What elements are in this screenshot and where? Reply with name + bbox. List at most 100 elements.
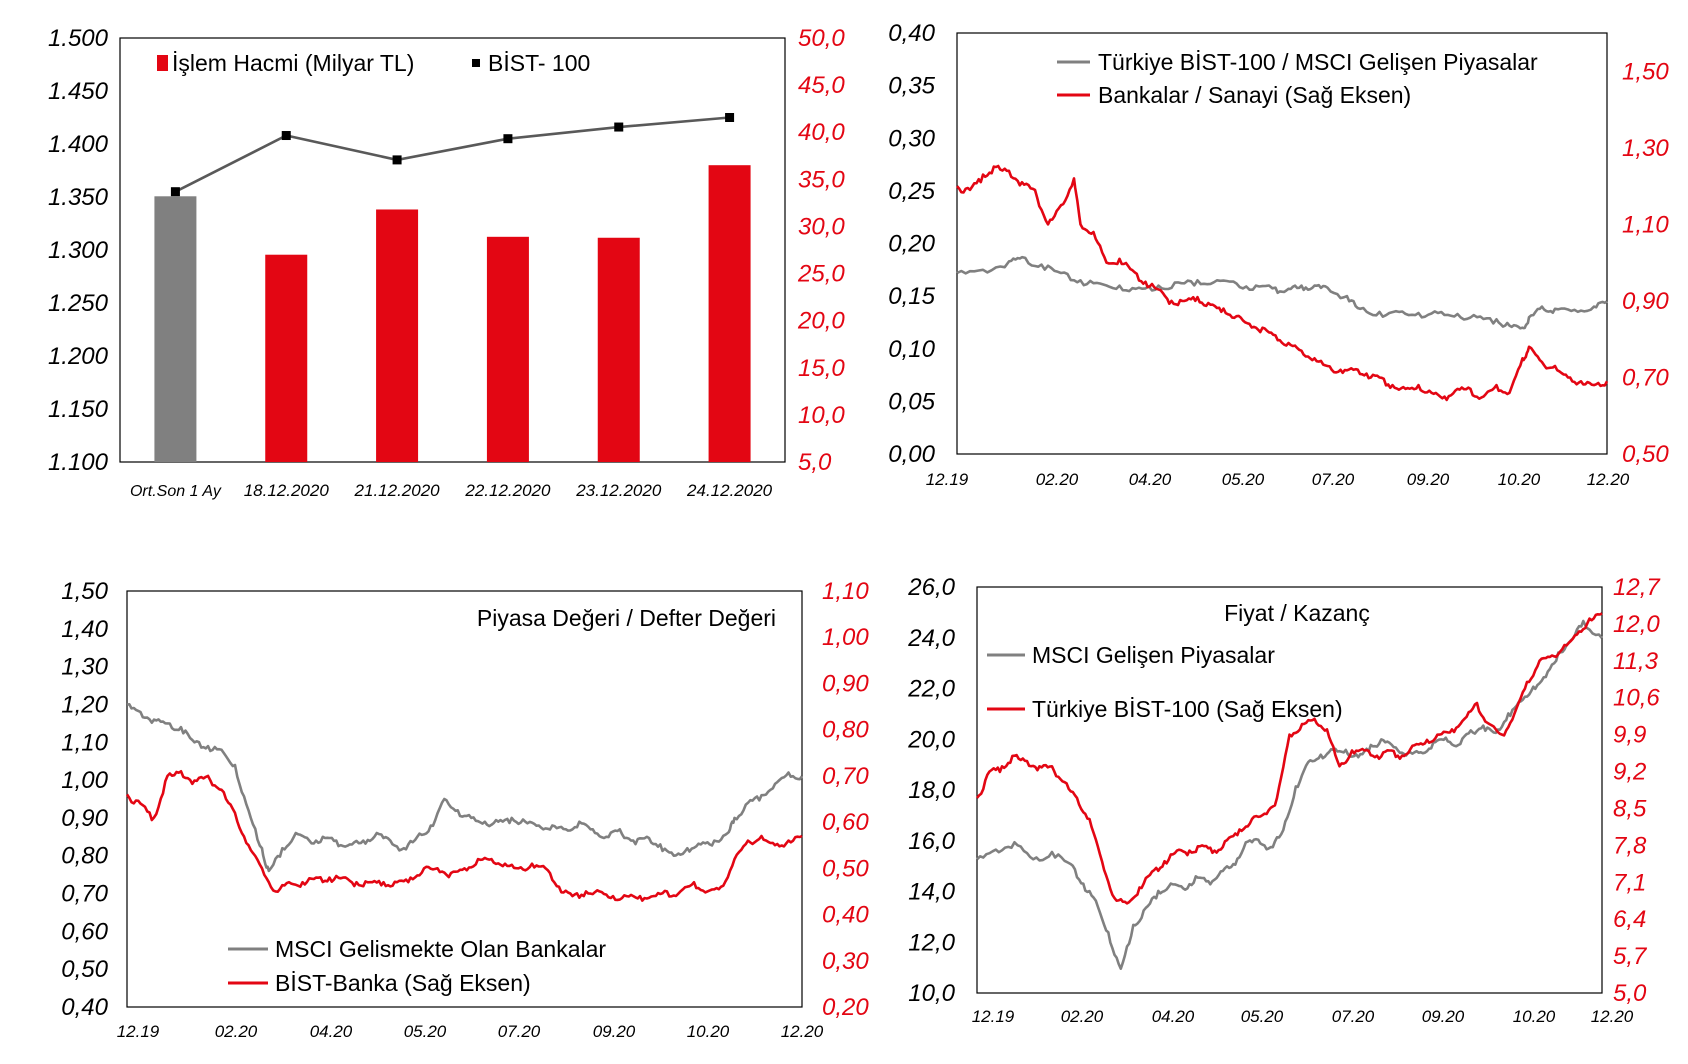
y-right-tick-label: 0,90 (822, 670, 869, 697)
y-right-tick-label: 8,5 (1613, 795, 1647, 822)
x-tick-label: 04.20 (310, 1022, 353, 1041)
chart-4-title: Fiyat / Kazanç (1224, 600, 1370, 626)
y-left-tick-label: 1.450 (48, 78, 109, 105)
y-left-tick-label: 0,50 (61, 956, 108, 983)
x-tick-label: Ort.Son 1 Ay (130, 483, 222, 500)
volume-bar (597, 237, 640, 462)
y-left-tick-label: 1,40 (61, 616, 108, 643)
y-right-tick-label: 0,50 (822, 855, 869, 882)
y-left-tick-label: 24,0 (907, 625, 955, 652)
series-line-gray (126, 702, 804, 873)
y-left-tick-label: 26,0 (907, 574, 955, 601)
legend-label-bist-msci: Türkiye BİST-100 / MSCI Gelişen Piyasala… (1098, 49, 1538, 75)
x-tick-label: 21.12.2020 (354, 481, 441, 500)
y-right-tick-label: 10,6 (1613, 685, 1660, 712)
y-left-tick-label: 12,0 (908, 929, 955, 956)
legend-marker-volume (157, 55, 168, 71)
y-right-tick-label: 7,8 (1613, 832, 1647, 859)
y-right-tick-label: 30,0 (798, 213, 845, 240)
y-left-tick-label: 0,35 (888, 73, 935, 100)
volume-bar (708, 165, 751, 462)
y-right-tick-label: 5,7 (1613, 943, 1648, 970)
x-tick-label: 12.19 (972, 1007, 1015, 1026)
y-right-tick-label: 6,4 (1613, 906, 1646, 933)
y-left-tick-label: 0,20 (888, 231, 935, 258)
y-right-tick-label: 0,20 (822, 994, 869, 1021)
x-tick-label: 12.19 (926, 470, 969, 489)
x-tick-label: 02.20 (215, 1022, 258, 1041)
legend-marker-bist100 (472, 59, 480, 67)
chart-3-title: Piyasa Değeri / Defter Değeri (477, 605, 776, 631)
y-left-tick-label: 10,0 (908, 980, 955, 1007)
y-right-tick-label: 9,9 (1613, 722, 1646, 749)
x-tick-label: 23.12.2020 (575, 481, 662, 500)
y-left-tick-label: 1.300 (48, 237, 109, 264)
chart-2: 0,00 0,05 0,10 0,15 0,20 0,25 0,30 0,35 0,40 0,5… (888, 20, 1669, 489)
x-tick-label: 05.20 (404, 1022, 447, 1041)
y-right-tick-label: 25,0 (797, 261, 845, 288)
x-tick-label: 12.20 (1587, 470, 1630, 489)
bist100-point (392, 155, 402, 165)
x-tick-label: 02.20 (1036, 470, 1079, 489)
y-right-tick-label: 0,40 (822, 902, 869, 929)
x-tick-label: 22.12.2020 (464, 481, 551, 500)
y-left-tick-label: 14,0 (908, 879, 955, 906)
legend-label-bist-bank: BİST-Banka (Sağ Eksen) (275, 970, 531, 996)
y-left-tick-label: 0,25 (888, 178, 935, 205)
y-right-tick-label: 5,0 (1613, 980, 1647, 1007)
y-right-tick-label: 1,50 (1622, 58, 1669, 85)
volume-bar (154, 196, 197, 462)
y-left-tick-label: 0,15 (888, 283, 935, 310)
chart-2-plot-area (956, 32, 1608, 455)
y-right-tick-label: 0,60 (822, 809, 869, 836)
x-tick-label: 10.20 (1513, 1007, 1556, 1026)
chart-1: 1.100 1.150 1.200 1.250 1.300 1.350 1.400 1.450… (48, 25, 845, 500)
x-tick-label: 05.20 (1222, 470, 1265, 489)
volume-bar (376, 209, 419, 462)
bist100-line (174, 116, 730, 193)
x-tick-label: 18.12.2020 (244, 481, 330, 500)
y-left-tick-label: 1.250 (48, 290, 109, 317)
y-left-tick-label: 22,0 (907, 676, 955, 703)
y-right-tick-label: 7,1 (1613, 869, 1646, 896)
x-tick-label: 12.19 (117, 1022, 160, 1041)
series-line-red (976, 612, 1603, 905)
y-left-tick-label: 0,30 (888, 125, 935, 152)
y-right-tick-label: 0,80 (822, 717, 869, 744)
bist100-point (725, 113, 735, 122)
y-left-tick-label: 1,10 (61, 729, 108, 756)
chart-4-plot-area (976, 586, 1603, 994)
y-left-tick-label: 0,70 (61, 881, 108, 908)
y-right-tick-label: 45,0 (798, 72, 845, 99)
legend-label-msci-banks: MSCI Gelismekte Olan Bankalar (275, 936, 606, 962)
y-left-tick-label: 20,0 (907, 726, 955, 753)
y-left-tick-label: 1,00 (61, 767, 108, 794)
y-left-tick-label: 16,0 (908, 828, 955, 855)
y-left-tick-label: 1.500 (48, 25, 109, 52)
y-left-tick-label: 1.100 (48, 449, 109, 476)
y-left-tick-label: 1.350 (48, 184, 109, 211)
bist100-point (170, 187, 180, 197)
chart-1-plot-area (119, 37, 786, 463)
y-left-tick-label: 0,40 (61, 994, 108, 1021)
chart-4-legend: MSCI Gelişen Piyasalar Türkiye BİST-100 … (987, 642, 1343, 722)
series-line-gray (976, 619, 1603, 971)
y-right-tick-label: 35,0 (798, 166, 845, 193)
y-right-tick-label: 1,10 (1622, 211, 1669, 238)
y-right-tick-label: 40,0 (798, 119, 845, 146)
volume-bar (486, 236, 529, 462)
y-left-tick-label: 1.150 (48, 396, 109, 423)
series-line-red (956, 164, 1609, 402)
y-left-tick-label: 0,80 (61, 843, 108, 870)
x-tick-label: 09.20 (593, 1022, 636, 1041)
y-right-tick-label: 1,00 (822, 624, 869, 651)
y-right-tick-label: 1,10 (822, 578, 869, 605)
y-right-tick-label: 15,0 (798, 355, 845, 382)
y-right-tick-label: 20,0 (797, 308, 845, 335)
chart-1-legend: İşlem Hacmi (Milyar TL) BİST- 100 (157, 50, 590, 76)
chart-3-plot-area (126, 590, 803, 1008)
chart-3-legend: MSCI Gelismekte Olan Bankalar BİST-Banka… (228, 936, 606, 996)
bist100-point (281, 131, 291, 141)
legend-label-volume: İşlem Hacmi (Milyar TL) (172, 50, 414, 76)
x-tick-label: 07.20 (1332, 1007, 1375, 1026)
